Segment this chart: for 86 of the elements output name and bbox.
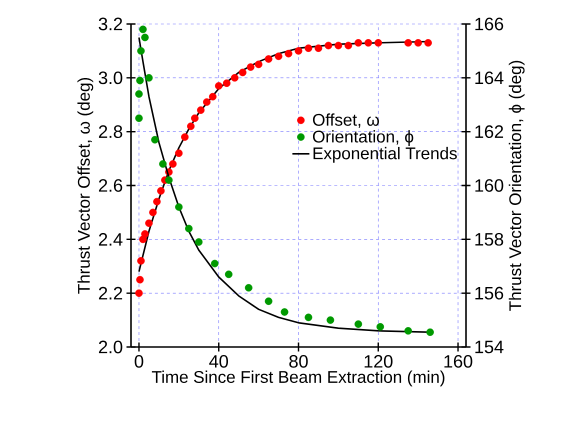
- y2-tick-label: 160: [475, 179, 504, 192]
- x-tick-label: 160: [444, 355, 472, 368]
- point: [135, 90, 143, 98]
- point: [185, 224, 193, 232]
- point: [175, 149, 183, 157]
- x-axis-title: Time Since First Beam Extraction (min): [152, 370, 444, 386]
- point: [424, 39, 432, 47]
- point: [354, 39, 362, 47]
- point: [202, 98, 211, 106]
- point: [354, 320, 362, 328]
- x-tick-label: 40: [209, 355, 228, 368]
- point: [304, 44, 312, 52]
- point: [376, 323, 384, 331]
- y2-tick-label: 156: [475, 286, 504, 300]
- point: [238, 68, 246, 76]
- y-tick-label: 2.2: [98, 286, 122, 300]
- point: [326, 316, 334, 324]
- point: [181, 133, 189, 141]
- point: [404, 327, 412, 335]
- y-tick-label: 2.4: [98, 233, 122, 246]
- point: [224, 270, 232, 278]
- point: [165, 176, 173, 184]
- x-tick-label: 80: [289, 355, 308, 368]
- point: [344, 42, 352, 50]
- point: [197, 106, 205, 114]
- point: [159, 160, 167, 168]
- y2-tick-label: 166: [475, 18, 504, 30]
- point: [364, 39, 372, 47]
- point: [334, 42, 342, 50]
- point: [137, 47, 145, 55]
- point: [324, 42, 332, 50]
- point: [374, 39, 382, 47]
- point: [191, 114, 199, 122]
- y2-tick-label: 162: [475, 125, 504, 138]
- y-tick-label: 2.8: [98, 125, 122, 138]
- point: [136, 76, 144, 84]
- point: [157, 187, 165, 195]
- point: [175, 203, 183, 211]
- point: [145, 219, 153, 227]
- point: [214, 82, 223, 90]
- point: [284, 50, 292, 58]
- y-tick-label: 3.2: [98, 18, 122, 30]
- legend-label: Exponential Trends: [314, 146, 457, 163]
- point: [246, 63, 254, 71]
- point: [149, 208, 157, 216]
- point: [210, 260, 219, 268]
- legend-label: Orientation, ϕ: [312, 130, 414, 146]
- point: [254, 60, 262, 68]
- y2-axis-title: Thrust Vector Orientation, ϕ (deg): [508, 60, 525, 311]
- x-tick-label: 120: [364, 355, 393, 368]
- y-tick-label: 3.0: [98, 71, 122, 84]
- point: [208, 92, 217, 100]
- point: [135, 114, 143, 122]
- y-axis-title: Thrust Vector Offset, ω (deg): [77, 78, 94, 294]
- point: [404, 39, 412, 47]
- point: [274, 52, 282, 60]
- y2-tick-label: 164: [475, 71, 504, 84]
- legend-label: Offset, ω: [312, 113, 379, 128]
- point: [294, 47, 302, 55]
- point: [195, 238, 203, 246]
- y2-tick-label: 158: [475, 232, 504, 246]
- point: [222, 79, 231, 87]
- point: [137, 257, 145, 265]
- point: [414, 39, 422, 47]
- point: [153, 198, 161, 206]
- point: [145, 74, 153, 82]
- point: [139, 26, 147, 34]
- point: [244, 284, 252, 292]
- point: [136, 276, 144, 284]
- point: [264, 297, 272, 306]
- point: [187, 122, 195, 130]
- point: [304, 314, 312, 322]
- point: [169, 160, 177, 168]
- point: [151, 136, 159, 144]
- point: [135, 289, 143, 297]
- point: [230, 74, 238, 82]
- point: [280, 308, 288, 316]
- y-tick-label: 2.0: [98, 340, 122, 354]
- point: [264, 55, 272, 63]
- point: [141, 34, 149, 42]
- point: [141, 230, 149, 238]
- y-tick-label: 2.6: [98, 179, 122, 192]
- x-tick-label: 0: [134, 355, 144, 368]
- point: [426, 328, 434, 336]
- point: [314, 44, 322, 52]
- y2-tick-label: 154: [475, 340, 504, 354]
